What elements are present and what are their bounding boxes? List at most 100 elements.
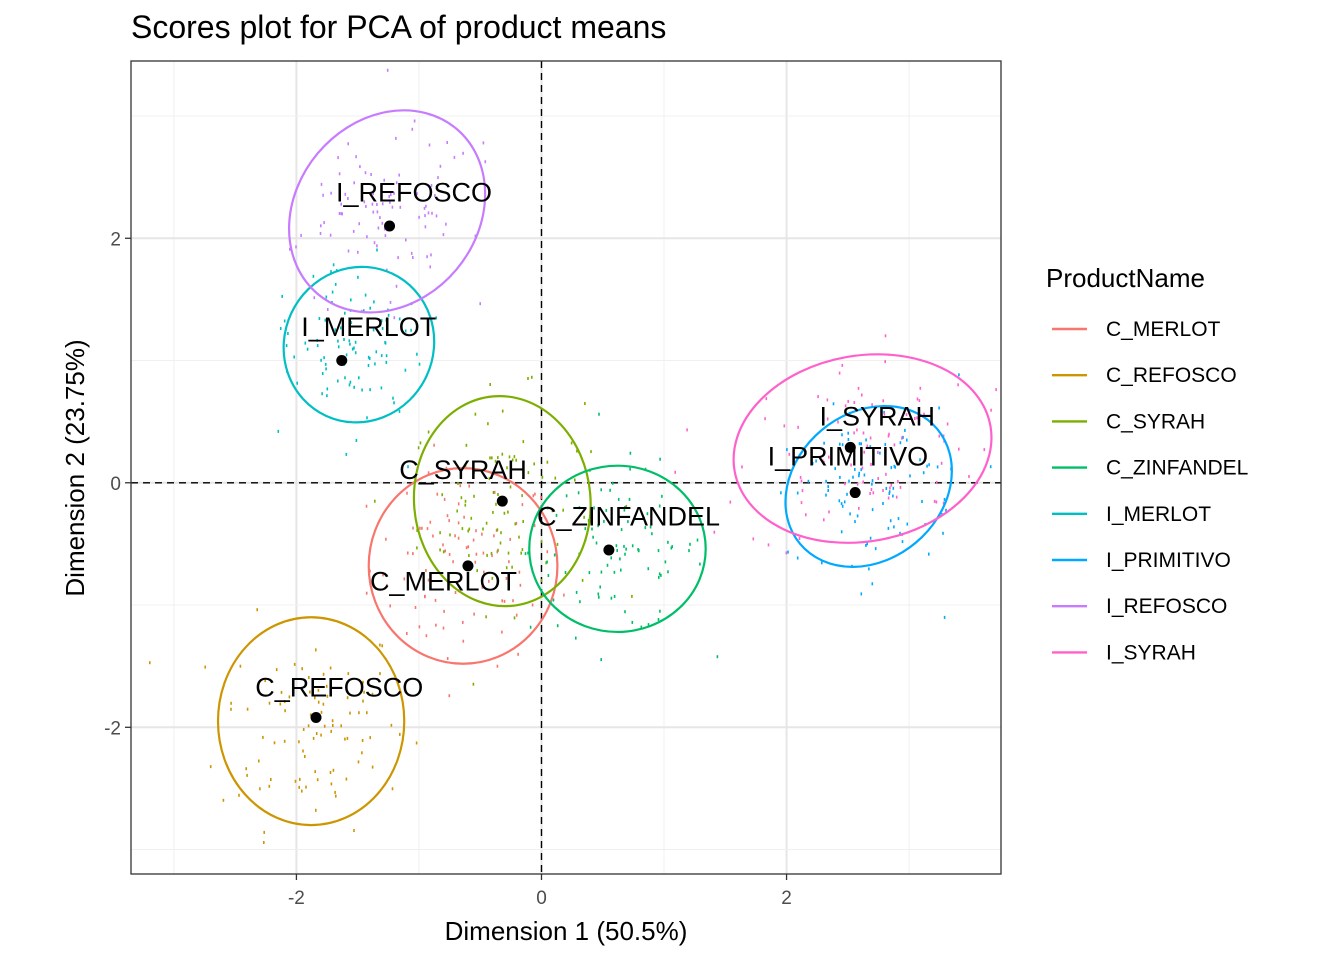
observation-point — [600, 488, 602, 492]
observation-point — [815, 459, 817, 463]
observation-point — [357, 275, 359, 279]
observation-point — [619, 557, 621, 561]
observation-point — [288, 695, 291, 699]
observation-point — [958, 373, 960, 377]
observation-point — [419, 441, 422, 445]
observation-point — [899, 441, 902, 445]
observation-point — [435, 623, 437, 627]
observation-point — [312, 274, 315, 278]
observation-point — [647, 567, 650, 571]
observation-point — [584, 402, 586, 405]
observation-point — [865, 543, 867, 547]
observation-point — [461, 527, 464, 531]
observation-point — [393, 401, 395, 405]
observation-point — [318, 317, 321, 320]
observation-point — [895, 495, 898, 499]
observation-point — [481, 585, 484, 589]
observation-point — [338, 212, 341, 215]
observation-point — [554, 476, 557, 480]
observation-point — [872, 491, 875, 495]
observation-point — [990, 408, 992, 412]
observation-point — [354, 351, 357, 355]
observation-point — [828, 455, 830, 459]
observation-point — [657, 618, 660, 621]
observation-point — [501, 452, 504, 456]
ellipse-c-refosco — [216, 616, 406, 827]
label-i-syrah: I_SYRAH — [819, 401, 935, 431]
observation-point — [425, 204, 427, 208]
observation-point — [552, 598, 555, 602]
observation-point — [209, 765, 212, 769]
observation-point — [337, 345, 340, 349]
observation-point — [358, 376, 360, 380]
observation-point — [798, 537, 801, 540]
observation-point — [448, 694, 451, 698]
observation-point — [520, 551, 522, 555]
observation-point — [372, 210, 375, 214]
observation-point — [713, 530, 716, 534]
observation-point — [393, 316, 396, 320]
observation-point — [331, 719, 334, 723]
observation-point — [473, 470, 475, 474]
observation-point — [263, 830, 265, 834]
observation-point — [664, 560, 667, 564]
observation-point — [371, 692, 374, 696]
observation-point — [904, 428, 906, 432]
observation-point — [421, 526, 423, 530]
observation-point — [821, 561, 823, 565]
observation-point — [922, 471, 925, 475]
observation-point — [280, 690, 283, 694]
observation-point — [367, 355, 370, 359]
observation-point — [893, 464, 896, 468]
observation-point — [624, 506, 626, 510]
observation-point — [563, 593, 565, 597]
observation-point — [284, 709, 286, 713]
observation-point — [337, 379, 339, 383]
observation-point — [295, 245, 297, 249]
observation-point — [667, 540, 669, 544]
observation-point — [509, 485, 512, 489]
observation-point — [515, 521, 518, 525]
observation-point — [916, 416, 918, 420]
observation-point — [347, 249, 350, 253]
observation-point — [659, 457, 661, 461]
observation-point — [592, 535, 594, 539]
observation-point — [453, 155, 456, 159]
observation-point — [546, 560, 548, 564]
observation-point — [877, 477, 879, 480]
centroid-i-primitivo — [849, 487, 861, 499]
observation-point — [555, 513, 558, 517]
observation-point — [603, 519, 605, 523]
observation-point — [597, 514, 600, 518]
observation-point — [361, 751, 363, 755]
observation-point — [843, 500, 846, 504]
observation-point — [699, 562, 701, 566]
axes: -2 0 2 -2 0 2 — [104, 229, 792, 909]
observation-point — [847, 438, 850, 441]
y-axis-title: Dimension 2 (23.75%) — [60, 339, 90, 596]
observation-point — [454, 591, 457, 594]
observation-point — [361, 388, 363, 392]
observation-point — [324, 318, 327, 322]
observation-point — [529, 625, 532, 629]
observation-point — [354, 340, 357, 344]
observation-point — [426, 527, 429, 531]
observation-point — [505, 566, 508, 570]
observation-point — [390, 723, 393, 727]
observation-point — [347, 197, 349, 200]
observation-point — [506, 466, 508, 470]
observation-point — [861, 393, 863, 397]
legend-label-i-refosco: I_REFOSCO — [1106, 595, 1227, 618]
observation-point — [294, 779, 297, 783]
observation-point — [887, 496, 890, 500]
observation-point — [273, 741, 276, 745]
observation-point — [346, 696, 349, 700]
observation-point — [869, 492, 871, 495]
observation-point — [285, 344, 288, 348]
observation-point — [409, 574, 412, 578]
observation-point — [495, 528, 498, 532]
observation-point — [825, 479, 827, 483]
observation-point — [462, 151, 464, 155]
observation-point — [584, 527, 587, 531]
